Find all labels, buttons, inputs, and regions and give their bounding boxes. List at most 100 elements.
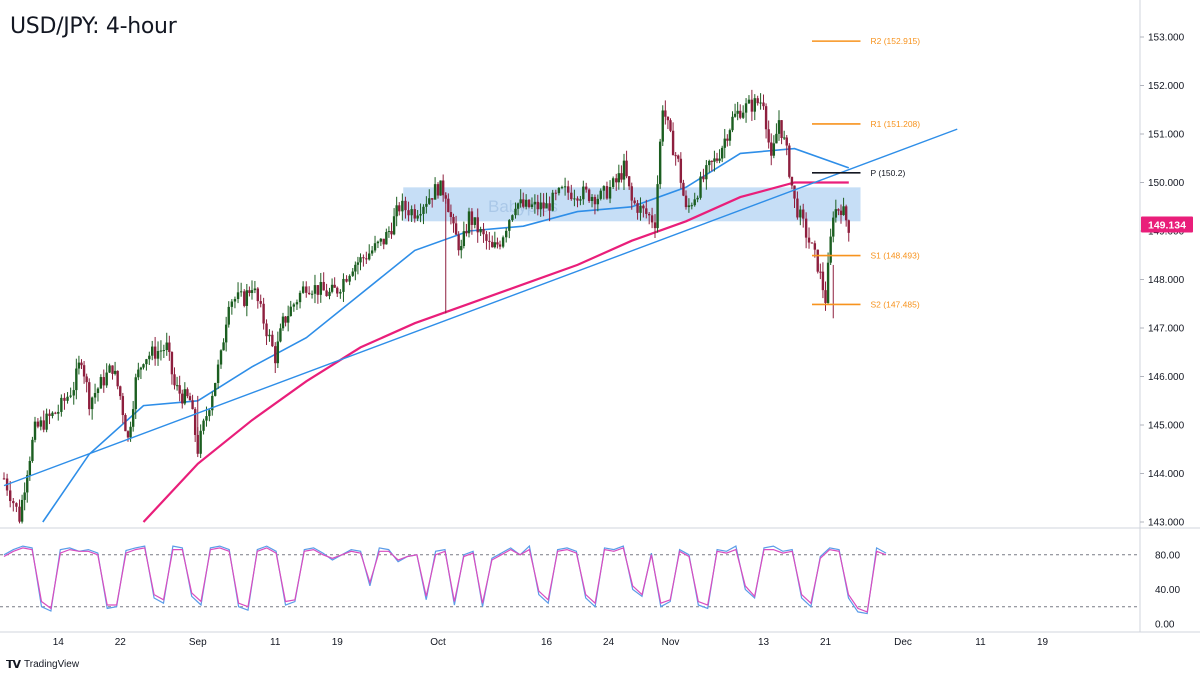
candle — [645, 199, 648, 219]
candle — [682, 179, 685, 197]
candle — [248, 286, 251, 297]
candle — [382, 238, 385, 250]
candle — [439, 180, 442, 196]
candle — [699, 171, 702, 200]
candle — [718, 149, 721, 164]
candle — [834, 199, 838, 223]
candle — [570, 184, 573, 201]
candle — [449, 204, 453, 225]
candle — [753, 94, 756, 121]
candle — [351, 268, 354, 277]
candle — [102, 369, 105, 393]
price-tick-label: 150.000 — [1148, 178, 1185, 189]
candle — [236, 282, 240, 304]
candle — [151, 340, 154, 361]
candle — [488, 231, 491, 250]
price-tick-label: 148.000 — [1148, 275, 1185, 286]
ma-slow-line — [142, 181, 849, 523]
candle — [759, 93, 762, 110]
stoch-d-line — [3, 547, 887, 613]
candle — [658, 138, 662, 189]
candle — [12, 497, 15, 512]
candle — [708, 159, 711, 173]
candle — [395, 196, 398, 227]
candle — [39, 416, 43, 431]
candle — [193, 407, 197, 442]
candle — [772, 135, 776, 159]
candle — [625, 150, 628, 179]
candle — [333, 277, 336, 288]
candle — [268, 329, 271, 342]
candle — [666, 116, 670, 130]
candle — [72, 381, 75, 405]
candle — [551, 189, 554, 212]
candle — [96, 387, 100, 402]
price-tick-label: 153.000 — [1148, 33, 1185, 44]
candle — [274, 342, 277, 374]
candle — [90, 396, 94, 420]
candle — [262, 297, 265, 330]
candle — [428, 189, 431, 205]
pivot-level-label: P (150.2) — [871, 168, 906, 178]
candle — [211, 391, 214, 416]
candle — [605, 181, 609, 200]
candle — [764, 103, 768, 139]
candle — [108, 363, 111, 373]
candle — [88, 378, 91, 416]
candle — [31, 436, 34, 463]
candle — [93, 383, 97, 404]
candle — [505, 227, 508, 243]
candle — [60, 394, 63, 417]
candle — [265, 319, 268, 346]
candle — [345, 275, 348, 283]
candle — [563, 177, 567, 196]
x-tick-label: 11 — [975, 637, 986, 648]
candle — [310, 290, 314, 299]
last-price-badge — [1141, 216, 1193, 233]
candle — [476, 208, 479, 243]
candle — [454, 215, 458, 235]
candle — [762, 94, 765, 110]
candle — [498, 240, 502, 250]
candle — [821, 262, 825, 299]
tradingview-brand[interactable]: 𝗧𝗩 TradingView — [6, 658, 79, 671]
candle — [271, 330, 274, 348]
tradingview-logo-icon: 𝗧𝗩 — [6, 659, 21, 671]
pivot-levels[interactable]: R2 (152.915) R1 (151.208) P (150.2) S1 (148… — [812, 36, 920, 309]
candle — [245, 283, 249, 317]
candle — [545, 192, 548, 209]
candle — [20, 494, 24, 524]
candle — [208, 408, 211, 422]
candle — [548, 196, 551, 222]
trendline[interactable] — [3, 128, 958, 487]
candle — [33, 416, 37, 443]
candle — [457, 231, 460, 256]
candle — [410, 205, 413, 222]
candle — [756, 95, 759, 106]
candle — [219, 349, 223, 369]
candle — [15, 502, 18, 513]
candle — [173, 367, 176, 390]
candle — [430, 198, 434, 208]
candle — [519, 189, 522, 208]
candle — [720, 145, 724, 163]
candle — [736, 101, 739, 121]
candle — [739, 104, 742, 120]
candle — [679, 152, 683, 189]
candle — [188, 392, 192, 401]
candle — [587, 188, 591, 203]
axes: 14 22 Sep 11 19 Oct 16 24 Nov 13 21 Dec 11 19 153.000 1… — [0, 0, 1200, 648]
candle — [684, 190, 688, 210]
candle — [279, 323, 282, 343]
candle — [690, 202, 694, 210]
candle — [137, 362, 140, 381]
candle — [842, 197, 845, 216]
candlesticks[interactable] — [2, 89, 850, 524]
candle — [131, 401, 135, 432]
candle — [728, 128, 732, 146]
candle — [726, 134, 729, 147]
candle — [54, 411, 57, 415]
pivot-level-label: S2 (147.485) — [871, 299, 920, 309]
candle — [816, 249, 819, 274]
